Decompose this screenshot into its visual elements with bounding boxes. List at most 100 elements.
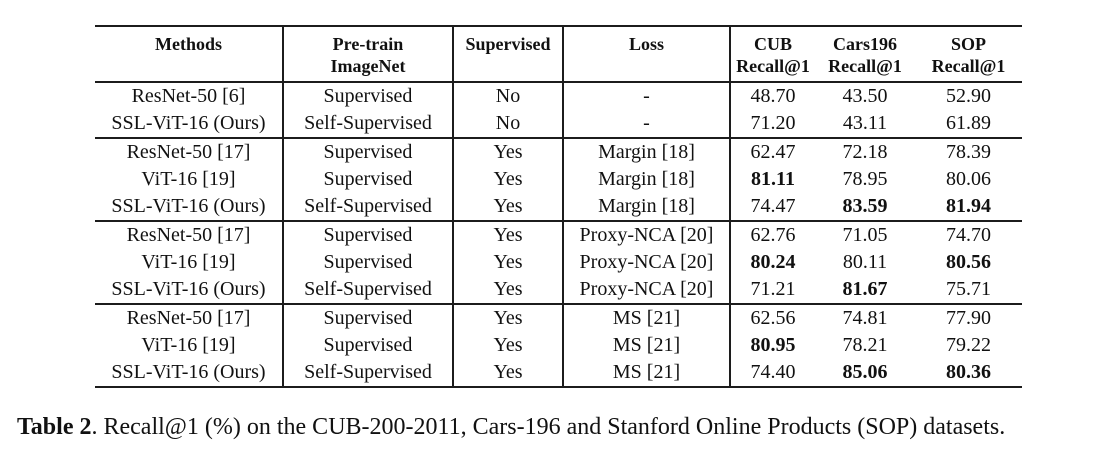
table-cell: Self-Supervised (283, 276, 454, 304)
table-cell: - (563, 82, 731, 110)
col-header-label: Recall@1 (828, 56, 902, 76)
table-cell: Proxy-NCA [20] (563, 220, 731, 249)
table-cell: Supervised (283, 82, 454, 110)
table-cell: 43.11 (842, 112, 888, 134)
table-row: ViT-16 [19] Supervised Yes Margin [18] 81.11… (95, 166, 1022, 193)
table-cell: Yes (453, 359, 564, 387)
table-cell: 83.59 (842, 195, 888, 217)
table-cell: 78.39 (915, 137, 1022, 166)
col-header-label: Supervised (465, 34, 551, 54)
table-cell: Yes (453, 193, 564, 221)
col-header-label: Recall@1 (931, 56, 1006, 76)
table-cell: 80.36 (946, 361, 991, 383)
table-cell: 81.94 (946, 195, 991, 217)
table-cell: 74.40 (750, 361, 796, 383)
table-cell: Yes (453, 276, 564, 304)
table-cell: Self-Supervised (283, 359, 454, 387)
col-header-loss: Loss (563, 26, 731, 83)
col-header-cub-recall: CUB Recall@1 (730, 26, 815, 83)
col-header-label: Cars196 (833, 34, 897, 54)
table-cell: Yes (453, 220, 564, 249)
table-cell: MS [21] (563, 359, 731, 387)
method-cell: ResNet-50 [17] (95, 220, 284, 249)
table-cell: Proxy-NCA [20] (563, 276, 731, 304)
table-row: ViT-16 [19] Supervised Yes MS [21] 80.95 78.2… (95, 332, 1022, 359)
table-cell: 52.90 (946, 85, 991, 107)
method-cell: SSL-ViT-16 (Ours) (95, 276, 284, 304)
table-cell: No (453, 82, 564, 110)
col-header-label: SOP (950, 34, 986, 54)
table-cell: 71.05 (815, 220, 915, 249)
table-cell: 74.81 (815, 303, 915, 332)
table-cell: 72.18 (815, 137, 915, 166)
method-cell: SSL-ViT-16 (Ours) (95, 110, 284, 138)
table-caption: Table 2. Recall@1 (%) on the CUB-200-201… (17, 412, 1102, 442)
table-cell: 80.24 (750, 251, 796, 273)
table-row: ResNet-50 [17] Supervised Yes Proxy-NCA [20… (95, 220, 1022, 249)
method-cell: ViT-16 [19] (95, 332, 284, 359)
col-header-label: Pre-train (332, 34, 404, 54)
table-cell: 74.47 (750, 195, 796, 217)
table-cell: 80.56 (946, 251, 991, 273)
table-cell: 75.71 (946, 278, 991, 300)
table-cell: No (453, 110, 564, 138)
table-cell: 43.50 (842, 85, 888, 107)
table-row: SSL-ViT-16 (Ours) Self-Supervised Yes Proxy… (95, 276, 1022, 304)
table-cell: Supervised (283, 166, 454, 193)
table-cell: Self-Supervised (283, 193, 454, 221)
table-row: ViT-16 [19] Supervised Yes Proxy-NCA [20] 80… (95, 249, 1022, 276)
col-header-pretrain-imagenet: Pre-train ImageNet (283, 26, 454, 83)
col-header-cars196-recall: Cars196 Recall@1 (815, 26, 915, 83)
table-cell: 81.11 (751, 168, 795, 190)
table-cell: Supervised (283, 220, 454, 249)
table-cell: 80.11 (842, 251, 888, 273)
table-row: SSL-ViT-16 (Ours) Self-Supervised Yes Margi… (95, 193, 1022, 221)
table-cell: 80.06 (946, 168, 991, 190)
table-cell: 78.95 (842, 168, 888, 190)
table-row: ResNet-50 [17] Supervised Yes Margin [18] 62… (95, 137, 1022, 166)
table-cell: 81.67 (842, 278, 888, 300)
table-cell: Supervised (283, 137, 454, 166)
table-cell: 79.22 (946, 334, 991, 356)
table-cell: Supervised (283, 249, 454, 276)
method-cell: ResNet-50 [17] (95, 303, 284, 332)
table-cell: 78.21 (842, 334, 888, 356)
table-cell: 62.47 (730, 137, 815, 166)
table-cell: Yes (453, 249, 564, 276)
method-cell: ViT-16 [19] (95, 249, 284, 276)
table-cell: Self-Supervised (283, 110, 454, 138)
table-cell: Margin [18] (563, 166, 731, 193)
col-header-methods: Methods (95, 26, 284, 83)
table-cell: 48.70 (750, 85, 796, 107)
table-cell: 71.20 (750, 112, 796, 134)
col-header-label: ImageNet (330, 56, 406, 76)
table-cell: Supervised (283, 303, 454, 332)
table-cell: Margin [18] (563, 193, 731, 221)
table-row: SSL-ViT-16 (Ours) Self-Supervised No -71.20… (95, 110, 1022, 138)
table-cell: 77.90 (915, 303, 1022, 332)
table-cell: 74.70 (915, 220, 1022, 249)
table-cell: 61.89 (946, 112, 991, 134)
table-cell: Supervised (283, 332, 454, 359)
table-cell: Proxy-NCA [20] (563, 249, 731, 276)
col-header-label: Recall@1 (736, 56, 810, 76)
table-cell: Yes (453, 303, 564, 332)
table-body: ResNet-50 [6] Supervised No -48.70 43.50 52.9… (95, 82, 1022, 387)
method-cell: ResNet-50 [17] (95, 137, 284, 166)
table-cell: MS [21] (563, 303, 731, 332)
table-cell: 62.76 (730, 220, 815, 249)
table-cell: - (563, 110, 731, 138)
table-cell: 85.06 (842, 361, 888, 383)
table-cell: MS [21] (563, 332, 731, 359)
caption-text: . Recall@1 (%) on the CUB-200-2011, Cars… (91, 414, 1006, 440)
table-cell: Yes (453, 332, 564, 359)
method-cell: ResNet-50 [6] (95, 82, 284, 110)
table-cell: 71.21 (750, 278, 796, 300)
table-cell: Yes (453, 166, 564, 193)
table-cell: 62.56 (730, 303, 815, 332)
method-cell: ViT-16 [19] (95, 166, 284, 193)
method-cell: SSL-ViT-16 (Ours) (95, 193, 284, 221)
table-cell: 80.95 (750, 334, 796, 356)
col-header-supervised: Supervised (453, 26, 564, 83)
